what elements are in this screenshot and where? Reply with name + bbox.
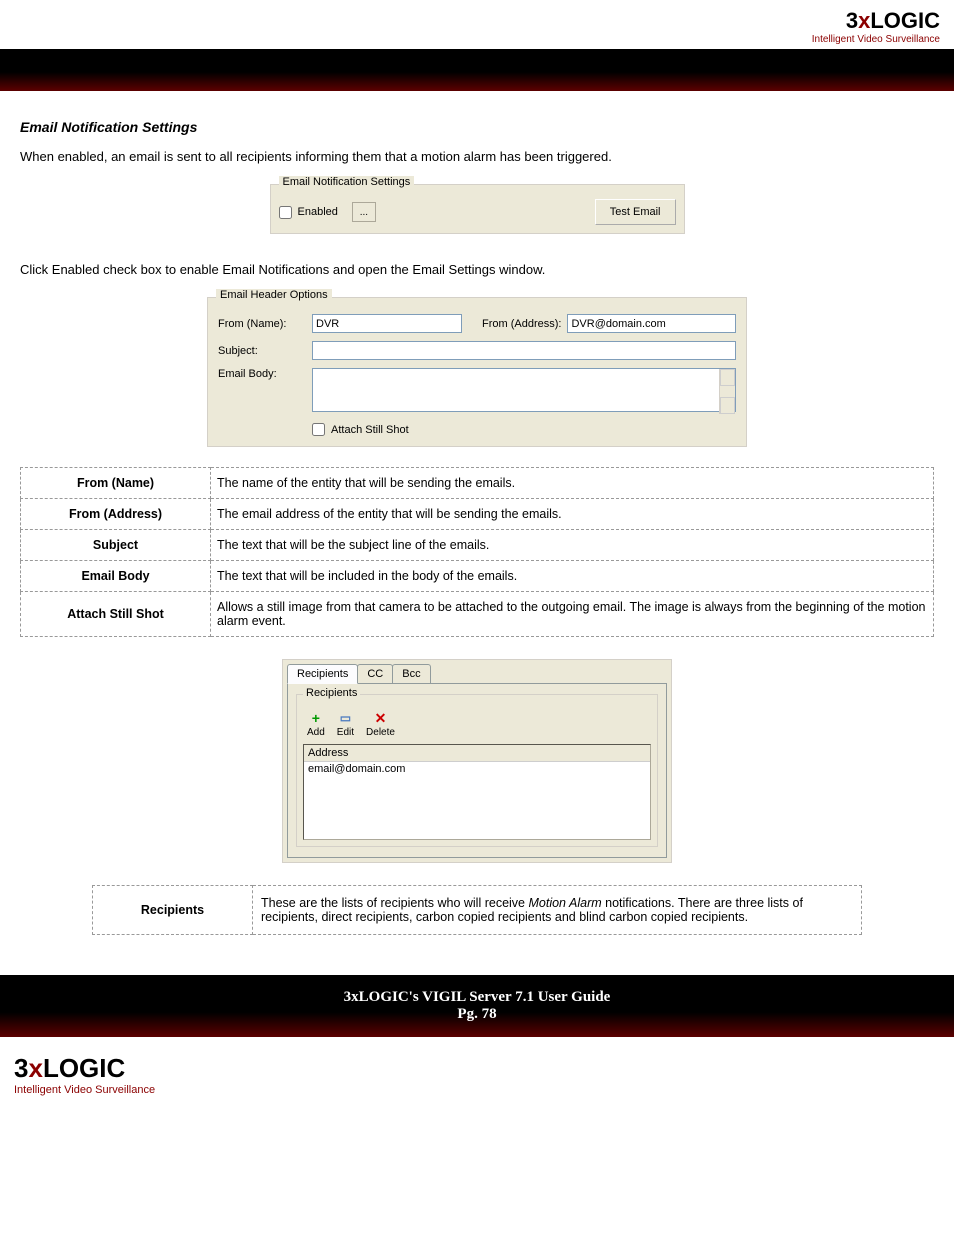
tab-bcc[interactable]: Bcc xyxy=(392,664,430,683)
delete-icon: ✕ xyxy=(372,710,388,726)
desc-key: Attach Still Shot xyxy=(21,592,211,637)
desc-key: Subject xyxy=(21,530,211,561)
footer-logo: 3xLOGIC Intelligent Video Surveillance xyxy=(0,1037,954,1114)
recipients-toolbar: + Add ▭ Edit ✕ Delete xyxy=(303,707,651,744)
add-button[interactable]: + Add xyxy=(307,710,325,738)
recipients-list[interactable]: Address email@domain.com xyxy=(303,744,651,840)
desc-key: From (Name) xyxy=(21,468,211,499)
attach-still-shot-label: Attach Still Shot xyxy=(331,424,409,436)
table-row: Attach Still ShotAllows a still image fr… xyxy=(21,592,934,637)
tab-recipients[interactable]: Recipients xyxy=(287,664,358,684)
desc-key: Recipients xyxy=(93,886,253,935)
eho-legend: Email Header Options xyxy=(216,289,332,301)
edit-label: Edit xyxy=(337,727,354,738)
list-header-address: Address xyxy=(304,745,650,762)
field-description-table: From (Name)The name of the entity that w… xyxy=(20,467,934,637)
desc-key: From (Address) xyxy=(21,499,211,530)
desc-text-pre: These are the lists of recipients who wi… xyxy=(261,896,528,910)
from-address-input[interactable] xyxy=(567,314,736,333)
desc-key: Email Body xyxy=(21,561,211,592)
add-label: Add xyxy=(307,727,325,738)
footer-page: Pg. 78 xyxy=(0,1006,954,1023)
desc-val: The text that will be included in the bo… xyxy=(211,561,934,592)
desc-val: These are the lists of recipients who wi… xyxy=(253,886,862,935)
email-notification-settings-panel: Email Notification Settings Enabled ... … xyxy=(270,184,685,234)
email-body-textarea[interactable] xyxy=(312,368,736,412)
section-title: Email Notification Settings xyxy=(20,119,934,135)
recipients-panel: Recipients CC Bcc Recipients + Add ▭ Edi… xyxy=(282,659,672,863)
delete-label: Delete xyxy=(366,727,395,738)
logo-x: x xyxy=(858,8,870,33)
scrollbar[interactable] xyxy=(719,369,735,414)
click-enabled-text: Click Enabled check box to enable Email … xyxy=(20,262,934,277)
email-header-options-panel: Email Header Options From (Name): From (… xyxy=(207,297,747,447)
logo-3: 3 xyxy=(846,8,858,33)
footer-title: 3xLOGIC's VIGIL Server 7.1 User Guide xyxy=(0,989,954,1006)
logo-tagline: Intelligent Video Surveillance xyxy=(14,34,940,45)
recipients-legend: Recipients xyxy=(303,687,360,699)
desc-val: The name of the entity that will be send… xyxy=(211,468,934,499)
test-email-button[interactable]: Test Email xyxy=(595,199,676,225)
attach-still-shot-checkbox[interactable] xyxy=(312,423,325,436)
subject-label: Subject: xyxy=(218,345,306,357)
enabled-label: Enabled xyxy=(298,206,338,218)
recipients-fieldset: Recipients + Add ▭ Edit ✕ Delete xyxy=(296,694,658,847)
edit-icon: ▭ xyxy=(337,710,353,726)
table-row: Recipients These are the lists of recipi… xyxy=(93,886,862,935)
ens-legend: Email Notification Settings xyxy=(279,176,415,188)
subject-input[interactable] xyxy=(312,341,736,360)
from-name-input[interactable] xyxy=(312,314,462,333)
logo-x: x xyxy=(28,1053,42,1083)
enabled-checkbox[interactable] xyxy=(279,206,292,219)
ellipsis-button[interactable]: ... xyxy=(352,202,376,222)
edit-button[interactable]: ▭ Edit xyxy=(337,710,354,738)
table-row: From (Name)The name of the entity that w… xyxy=(21,468,934,499)
tabs: Recipients CC Bcc xyxy=(287,664,667,684)
table-row: Email BodyThe text that will be included… xyxy=(21,561,934,592)
logo-brand: 3xLOGIC xyxy=(14,8,940,34)
table-row: SubjectThe text that will be the subject… xyxy=(21,530,934,561)
desc-val: The text that will be the subject line o… xyxy=(211,530,934,561)
list-item[interactable]: email@domain.com xyxy=(304,762,650,776)
email-body-label: Email Body: xyxy=(218,368,306,380)
footer-bar: 3xLOGIC's VIGIL Server 7.1 User Guide Pg… xyxy=(0,975,954,1037)
from-name-label: From (Name): xyxy=(218,318,306,330)
delete-button[interactable]: ✕ Delete xyxy=(366,710,395,738)
desc-val: The email address of the entity that wil… xyxy=(211,499,934,530)
plus-icon: + xyxy=(308,710,324,726)
logo-3: 3 xyxy=(14,1053,28,1083)
recipients-description-table: Recipients These are the lists of recipi… xyxy=(92,885,862,935)
from-address-label: From (Address): xyxy=(482,318,561,330)
desc-text-em: Motion Alarm xyxy=(528,896,601,910)
desc-val: Allows a still image from that camera to… xyxy=(211,592,934,637)
header-bar xyxy=(0,49,954,91)
header-logo: 3xLOGIC Intelligent Video Surveillance xyxy=(0,0,954,49)
logo-logic: LOGIC xyxy=(870,8,940,33)
logo-logic: LOGIC xyxy=(43,1053,125,1083)
tab-cc[interactable]: CC xyxy=(357,664,393,683)
footer-logo-brand: 3xLOGIC xyxy=(14,1053,940,1084)
intro-text: When enabled, an email is sent to all re… xyxy=(20,149,934,164)
table-row: From (Address)The email address of the e… xyxy=(21,499,934,530)
footer-logo-tagline: Intelligent Video Surveillance xyxy=(14,1084,940,1096)
